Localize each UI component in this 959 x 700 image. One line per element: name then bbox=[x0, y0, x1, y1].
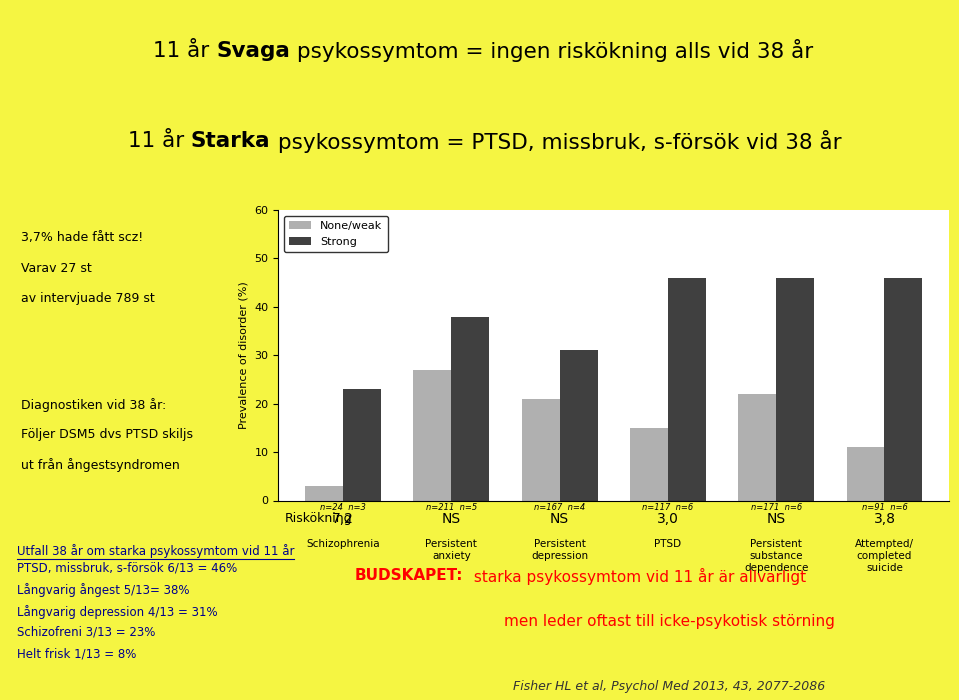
Text: Långvarig depression 4/13 = 31%: Långvarig depression 4/13 = 31% bbox=[17, 605, 218, 619]
Legend: None/weak, Strong: None/weak, Strong bbox=[284, 216, 388, 252]
Y-axis label: Prevalence of disorder (%): Prevalence of disorder (%) bbox=[239, 281, 248, 429]
Bar bbox=[630, 428, 667, 500]
Text: Diagnostiken vid 38 år:: Diagnostiken vid 38 år: bbox=[21, 398, 166, 412]
Bar bbox=[776, 278, 814, 500]
Text: 11 år: 11 år bbox=[128, 131, 191, 151]
Text: NS: NS bbox=[766, 512, 785, 526]
Text: Långvarig ångest 5/13= 38%: Långvarig ångest 5/13= 38% bbox=[17, 583, 189, 597]
Text: PTSD, missbruk, s-försök 6/13 = 46%: PTSD, missbruk, s-försök 6/13 = 46% bbox=[17, 562, 237, 575]
Text: 7,2: 7,2 bbox=[332, 512, 354, 526]
Text: 3,0: 3,0 bbox=[657, 512, 679, 526]
Text: psykossymtom = ingen riskökning alls vid 38 år: psykossymtom = ingen riskökning alls vid… bbox=[291, 39, 813, 62]
Text: ut från ångestsyndromen: ut från ångestsyndromen bbox=[21, 458, 179, 472]
Text: Svaga: Svaga bbox=[217, 41, 291, 61]
Bar bbox=[884, 278, 923, 500]
Text: Varav 27 st: Varav 27 st bbox=[21, 262, 91, 274]
Bar bbox=[305, 486, 343, 500]
Text: n=117  n=6: n=117 n=6 bbox=[643, 503, 693, 512]
Text: Riskökning: Riskökning bbox=[285, 512, 353, 525]
Text: starka psykossymtom vid 11 år är allvarligt: starka psykossymtom vid 11 år är allvarl… bbox=[469, 568, 807, 585]
Text: n=211  n=5: n=211 n=5 bbox=[426, 503, 477, 512]
Text: 3,7% hade fått scz!: 3,7% hade fått scz! bbox=[21, 231, 143, 244]
Text: NS: NS bbox=[550, 512, 570, 526]
Text: Fisher HL et al, Psychol Med 2013, 43, 2077-2086: Fisher HL et al, Psychol Med 2013, 43, 2… bbox=[513, 680, 825, 693]
Text: 3,8: 3,8 bbox=[874, 512, 896, 526]
Text: n=167  n=4: n=167 n=4 bbox=[534, 503, 585, 512]
Text: Helt frisk 1/13 = 8%: Helt frisk 1/13 = 8% bbox=[17, 648, 136, 660]
FancyBboxPatch shape bbox=[0, 201, 256, 368]
Text: NS: NS bbox=[442, 512, 461, 526]
Text: Schizofreni 3/13 = 23%: Schizofreni 3/13 = 23% bbox=[17, 626, 155, 639]
Text: Starka: Starka bbox=[191, 131, 270, 151]
Text: av intervjuade 789 st: av intervjuade 789 st bbox=[21, 292, 154, 304]
Bar bbox=[667, 278, 706, 500]
Text: psykossymtom = PTSD, missbruk, s-försök vid 38 år: psykossymtom = PTSD, missbruk, s-försök … bbox=[270, 130, 841, 153]
Text: n=91  n=6: n=91 n=6 bbox=[861, 503, 907, 512]
Text: Utfall 38 år om starka psykossymtom vid 11 år: Utfall 38 år om starka psykossymtom vid … bbox=[17, 544, 294, 558]
Bar bbox=[452, 316, 489, 500]
Bar bbox=[738, 394, 776, 500]
Text: Följer DSM5 dvs PTSD skiljs: Följer DSM5 dvs PTSD skiljs bbox=[21, 428, 193, 441]
Text: BUDSKAPET:: BUDSKAPET: bbox=[355, 568, 463, 583]
Text: 11 år: 11 år bbox=[153, 41, 217, 61]
Bar bbox=[343, 389, 381, 500]
Bar bbox=[522, 399, 560, 500]
Bar bbox=[847, 447, 884, 500]
Text: n=171  n=6: n=171 n=6 bbox=[751, 503, 802, 512]
Bar bbox=[413, 370, 452, 500]
Bar bbox=[560, 351, 597, 500]
Text: n=24  n=3: n=24 n=3 bbox=[320, 503, 366, 512]
Text: men leder oftast till icke-psykotisk störning: men leder oftast till icke-psykotisk stö… bbox=[503, 615, 834, 629]
